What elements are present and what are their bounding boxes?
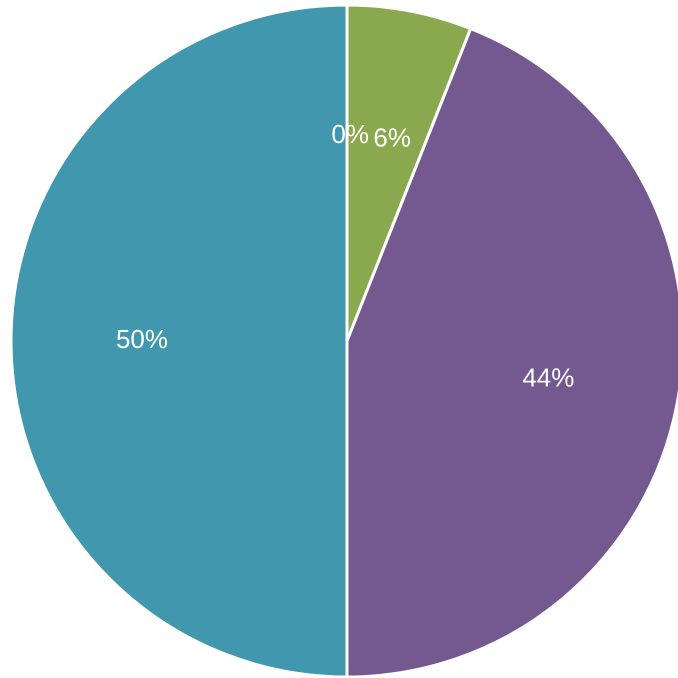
pie-data-label-0: 0% xyxy=(331,119,369,149)
pie-data-label-3: 50% xyxy=(116,324,168,354)
pie-slice-3 xyxy=(9,3,349,678)
pie-slice-2 xyxy=(345,27,678,678)
pie-slice-1 xyxy=(345,3,473,343)
pie-data-label-2: 44% xyxy=(522,362,574,392)
pie-slices xyxy=(9,3,678,678)
pie-data-labels: 0% 6% 44% 50% xyxy=(116,119,574,392)
pie-data-label-1: 6% xyxy=(373,123,411,153)
